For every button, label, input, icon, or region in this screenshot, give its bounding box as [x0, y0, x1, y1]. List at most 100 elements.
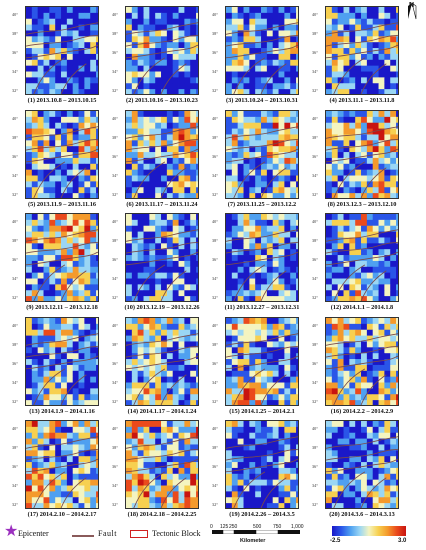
anomaly-map	[325, 316, 399, 406]
latitude-tick: 34°	[12, 172, 18, 178]
latitude-tick: 32°	[312, 191, 318, 197]
fault-line	[360, 477, 387, 508]
fault-line	[226, 125, 298, 139]
panel-caption: (19) 2014.2.26 – 2014.3.5	[229, 511, 295, 518]
latitude-tick: 38°	[312, 134, 318, 140]
fault-line	[233, 57, 266, 94]
scale-tick: 125	[220, 524, 229, 530]
anomaly-field	[226, 110, 298, 198]
anomaly-field	[26, 110, 98, 198]
latitude-tick: 32°	[212, 295, 218, 300]
scale-unit-label: Kilometer	[240, 538, 266, 544]
latitude-tick: 36°	[12, 50, 18, 55]
fault-line	[160, 270, 187, 301]
fault-line	[233, 264, 266, 301]
anomaly-map	[225, 420, 299, 509]
latitude-tick: 34°	[212, 69, 218, 74]
latitude-tick: 32°	[212, 502, 218, 507]
latitude-tick: 36°	[112, 360, 118, 366]
fault-line	[326, 229, 398, 242]
fault-line	[33, 471, 66, 508]
fault-line	[226, 34, 298, 47]
fault-line	[226, 44, 298, 59]
latitude-tick: 36°	[112, 153, 118, 159]
latitude-tick: 34°	[112, 172, 118, 178]
latitude-tick: 32°	[312, 502, 318, 507]
anomaly-field	[126, 7, 198, 94]
latitude-tick: 36°	[212, 257, 218, 262]
colorbar-max-label: 3.0	[398, 538, 407, 544]
scale-tick: 0	[210, 524, 213, 530]
latitude-tick: 40°	[12, 219, 18, 224]
panel-caption: (5) 2013.11.9 – 2013.11.16	[27, 200, 97, 208]
latitude-tick: 38°	[212, 341, 218, 347]
panel-caption: (8) 2013.12.3 – 2013.12.10	[327, 200, 397, 208]
fault-line	[233, 471, 266, 508]
latitude-tick: 36°	[112, 50, 118, 55]
map-panel: 40°38°36°34°32°78°84°90°96°102°(19) 2014…	[212, 420, 312, 523]
map-panel: 40°38°36°34°32°78°84°90°96°102°(12) 2014…	[312, 213, 412, 316]
scale-tick: 750	[273, 524, 282, 530]
anomaly-field	[226, 317, 298, 405]
latitude-tick: 40°	[312, 115, 318, 121]
fault-line	[226, 436, 298, 449]
colorbar	[332, 526, 406, 536]
panel-caption: (15) 2014.1.25 – 2014.2.1	[229, 407, 295, 415]
anomaly-field	[326, 421, 398, 508]
latitude-tick: 38°	[312, 445, 318, 450]
anomaly-field	[26, 421, 98, 508]
fault-line	[360, 373, 387, 405]
latitude-tick: 32°	[12, 398, 18, 404]
anomaly-map	[225, 213, 299, 302]
latitude-tick: 32°	[312, 398, 318, 404]
fault-line	[126, 458, 198, 473]
latitude-tick: 32°	[212, 398, 218, 404]
anomaly-field	[126, 110, 198, 198]
latitude-tick: 36°	[212, 153, 218, 159]
fault-line	[326, 355, 398, 369]
latitude-tick: 34°	[112, 69, 118, 74]
latitude-tick: 38°	[312, 341, 318, 347]
fault-line	[126, 355, 198, 369]
latitude-tick: 32°	[12, 295, 18, 300]
fault-line	[126, 44, 198, 59]
fault-line	[260, 477, 287, 508]
latitude-tick: 36°	[312, 257, 318, 262]
fault-line	[26, 332, 98, 346]
latitude-tick: 40°	[212, 219, 218, 224]
fault-line	[60, 166, 87, 198]
latitude-tick: 38°	[12, 31, 18, 36]
fault-line	[60, 63, 87, 94]
fault-line	[126, 138, 198, 151]
fault-line	[126, 229, 198, 242]
panel-caption: (6) 2013.11.17 – 2013.11.24	[126, 200, 198, 208]
panel-caption: (3) 2013.10.24 – 2013.10.31	[226, 97, 298, 104]
fault-line	[260, 270, 287, 301]
map-panel: 40°38°36°34°32°78°84°90°96°102°(13) 2014…	[12, 316, 112, 420]
anomaly-map	[125, 420, 199, 509]
latitude-tick: 40°	[112, 115, 118, 121]
fault-line	[133, 367, 166, 405]
anomaly-field	[126, 317, 198, 405]
latitude-tick: 34°	[12, 276, 18, 281]
scale-tick: 500	[253, 524, 262, 530]
fault-line	[33, 160, 66, 198]
latitude-tick: 32°	[112, 295, 118, 300]
fault-line	[26, 148, 98, 162]
map-panel: 40°38°36°34°32°78°84°90°96°102°(6) 2013.…	[112, 109, 212, 213]
tectonic-block-icon	[130, 530, 148, 538]
fault-line	[26, 345, 98, 358]
fault-line	[333, 57, 366, 94]
fault-line	[326, 34, 398, 47]
latitude-tick: 34°	[312, 276, 318, 281]
fault-line	[226, 241, 298, 254]
anomaly-map	[125, 109, 199, 199]
fault-line	[133, 57, 166, 94]
anomaly-field	[226, 214, 298, 301]
fault-line	[233, 367, 266, 405]
latitude-tick: 34°	[212, 379, 218, 385]
map-panel: 40°38°36°34°32°78°84°90°96°102°(18) 2014…	[112, 420, 212, 523]
fault-line	[226, 22, 298, 35]
panel-caption: (10) 2013.12.19 – 2013.12.26	[124, 304, 200, 311]
latitude-tick: 34°	[212, 172, 218, 178]
